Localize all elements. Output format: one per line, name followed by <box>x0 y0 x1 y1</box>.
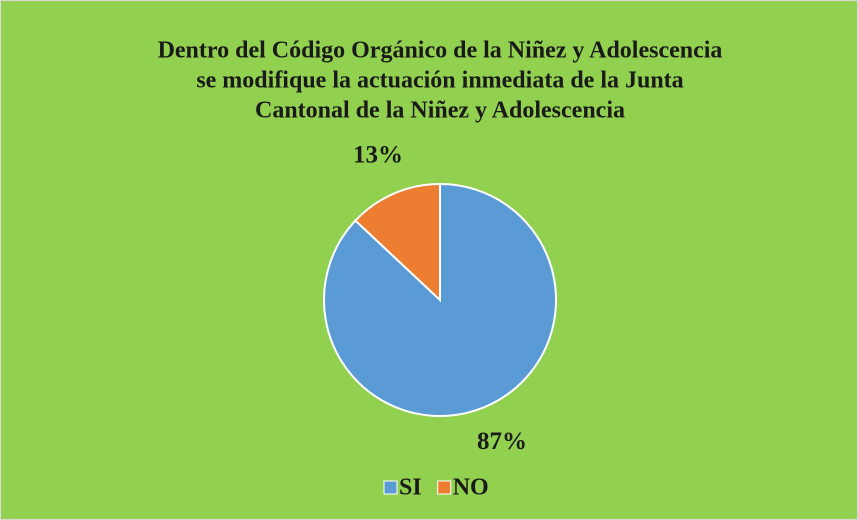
chart-title: se modifique la actuación inmediata de l… <box>196 68 683 94</box>
chart-title: Cantonal de la Niñez y Adolescencia <box>255 98 625 124</box>
legend-label: NO <box>453 475 489 501</box>
legend-swatch <box>383 480 398 495</box>
chart-title: Dentro del Código Orgánico de la Niñez y… <box>158 38 723 64</box>
data-label: 87% <box>477 428 527 455</box>
legend-label: SI <box>399 475 422 501</box>
legend-swatch <box>437 480 452 495</box>
data-label: 13% <box>353 142 403 169</box>
pie-slice <box>354 182 441 303</box>
